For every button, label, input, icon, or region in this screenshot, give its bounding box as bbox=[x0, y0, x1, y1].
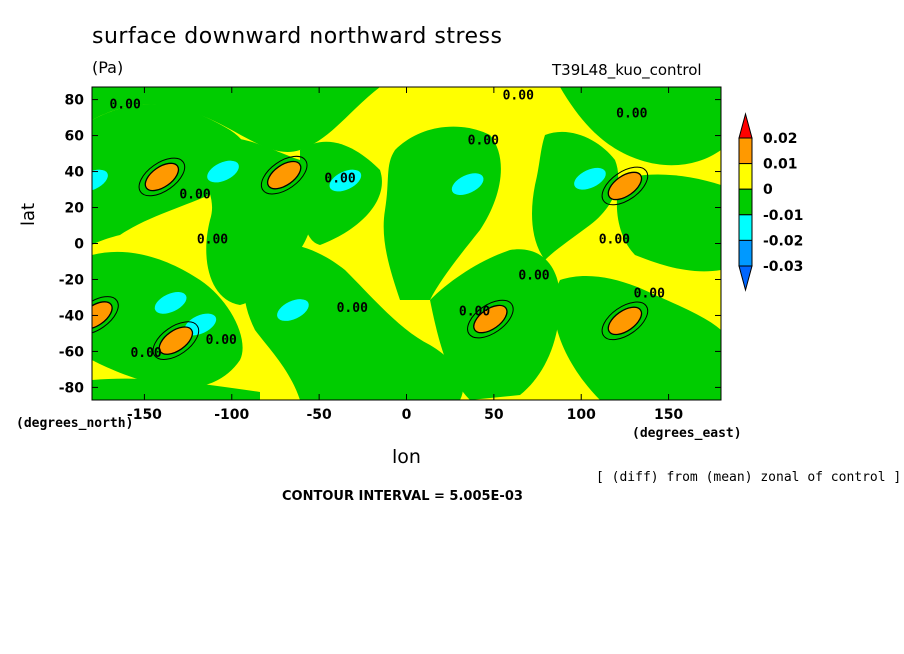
positive-center-4 bbox=[467, 299, 514, 339]
colorbar-label: 0.02 bbox=[763, 131, 798, 147]
contour-label: 0.00 bbox=[206, 333, 237, 348]
negative-region-2 bbox=[92, 87, 380, 152]
run-label: T39L48_kuo_control bbox=[552, 61, 702, 79]
x-tick-label: 50 bbox=[484, 407, 504, 423]
positive-center-6 bbox=[92, 296, 119, 335]
negative-region-4 bbox=[300, 141, 382, 245]
contour-interval-note: CONTOUR INTERVAL = 5.005E-03 bbox=[282, 489, 523, 504]
positive-center-1 bbox=[138, 157, 186, 197]
negative-center-5 bbox=[92, 169, 108, 192]
negative-center-6 bbox=[154, 291, 187, 314]
y-tick-label: 80 bbox=[65, 93, 85, 109]
contour-label: 0.00 bbox=[459, 304, 490, 319]
field-background bbox=[92, 87, 721, 400]
colorbar-label: -0.03 bbox=[763, 259, 803, 275]
contour-label: 0.00 bbox=[468, 134, 499, 149]
chart-units: (Pa) bbox=[92, 58, 124, 77]
contour-label: 0.00 bbox=[634, 286, 665, 301]
negative-region-3 bbox=[197, 137, 315, 305]
plot-frame bbox=[91, 86, 722, 401]
negative-region-6 bbox=[92, 251, 243, 389]
y-tick-label: 0 bbox=[74, 237, 84, 253]
negative-region-5 bbox=[243, 243, 464, 400]
negative-region-12 bbox=[553, 275, 721, 400]
negative-center-4 bbox=[574, 167, 606, 190]
y-tick-label: -60 bbox=[59, 344, 85, 360]
colorbar-min-arrow bbox=[738, 265, 753, 292]
positive-center-3 bbox=[601, 166, 649, 206]
y-axis-label: lat bbox=[18, 202, 39, 226]
negative-region-10 bbox=[532, 131, 619, 260]
colorbar-label: 0.01 bbox=[763, 157, 798, 173]
y-tick-label: -80 bbox=[59, 380, 85, 396]
positive-center-7 bbox=[152, 321, 200, 360]
positive-center-5 bbox=[601, 301, 649, 341]
negative-region-7 bbox=[383, 126, 501, 300]
x-tick-label: -100 bbox=[214, 407, 249, 423]
colorbar-swatch bbox=[738, 239, 753, 267]
colorbar-swatch bbox=[738, 137, 753, 165]
chart-title: surface downward northward stress bbox=[92, 24, 503, 49]
colorbar-swatch bbox=[738, 163, 753, 190]
colorbar-label: -0.01 bbox=[763, 208, 803, 224]
colorbar-swatch bbox=[738, 188, 753, 216]
contour-label: 0.00 bbox=[503, 89, 534, 104]
diff-note: [ (diff) from (mean) zonal of control ] bbox=[596, 470, 902, 485]
contour-label: 0.00 bbox=[197, 233, 228, 248]
negative-region-1 bbox=[92, 103, 249, 246]
negative-center-8 bbox=[277, 299, 309, 321]
contour-label: 0.00 bbox=[599, 233, 630, 248]
y-tick-label: 60 bbox=[65, 129, 85, 145]
y-tick-label: 20 bbox=[65, 201, 85, 217]
x-axis-units: (degrees_east) bbox=[632, 426, 742, 441]
contour-label: 0.00 bbox=[324, 171, 355, 186]
y-tick-label: -20 bbox=[59, 272, 85, 288]
x-tick-label: 150 bbox=[654, 407, 683, 423]
x-tick-label: 0 bbox=[402, 407, 412, 423]
y-axis-units: (degrees_north) bbox=[16, 416, 134, 431]
negative-center-1 bbox=[207, 160, 239, 183]
negative-region-11 bbox=[616, 174, 721, 272]
x-tick-label: -50 bbox=[306, 407, 332, 423]
contour-label: 0.00 bbox=[518, 268, 549, 283]
colorbar-label: -0.02 bbox=[763, 233, 803, 249]
positive-center-2 bbox=[260, 155, 308, 195]
negative-center-7 bbox=[184, 313, 217, 336]
negative-center-2 bbox=[329, 169, 362, 192]
x-tick-label: 100 bbox=[567, 407, 596, 423]
y-tick-label: -40 bbox=[59, 308, 85, 324]
contour-label: 0.00 bbox=[337, 301, 368, 316]
contour-label: 0.00 bbox=[109, 98, 140, 113]
contour-label: 0.00 bbox=[616, 107, 647, 122]
negative-region-13 bbox=[92, 378, 260, 400]
colorbar-max-arrow bbox=[738, 112, 753, 139]
contour-label: 0.00 bbox=[179, 188, 210, 203]
x-axis-label: lon bbox=[392, 446, 421, 468]
colorbar-label: 0 bbox=[763, 182, 773, 198]
y-tick-label: 40 bbox=[65, 165, 85, 181]
contour-label: 0.00 bbox=[130, 346, 161, 361]
negative-region-8 bbox=[430, 249, 560, 400]
negative-center-3 bbox=[451, 173, 484, 196]
colorbar-swatch bbox=[738, 214, 753, 241]
negative-region-9 bbox=[560, 87, 721, 166]
